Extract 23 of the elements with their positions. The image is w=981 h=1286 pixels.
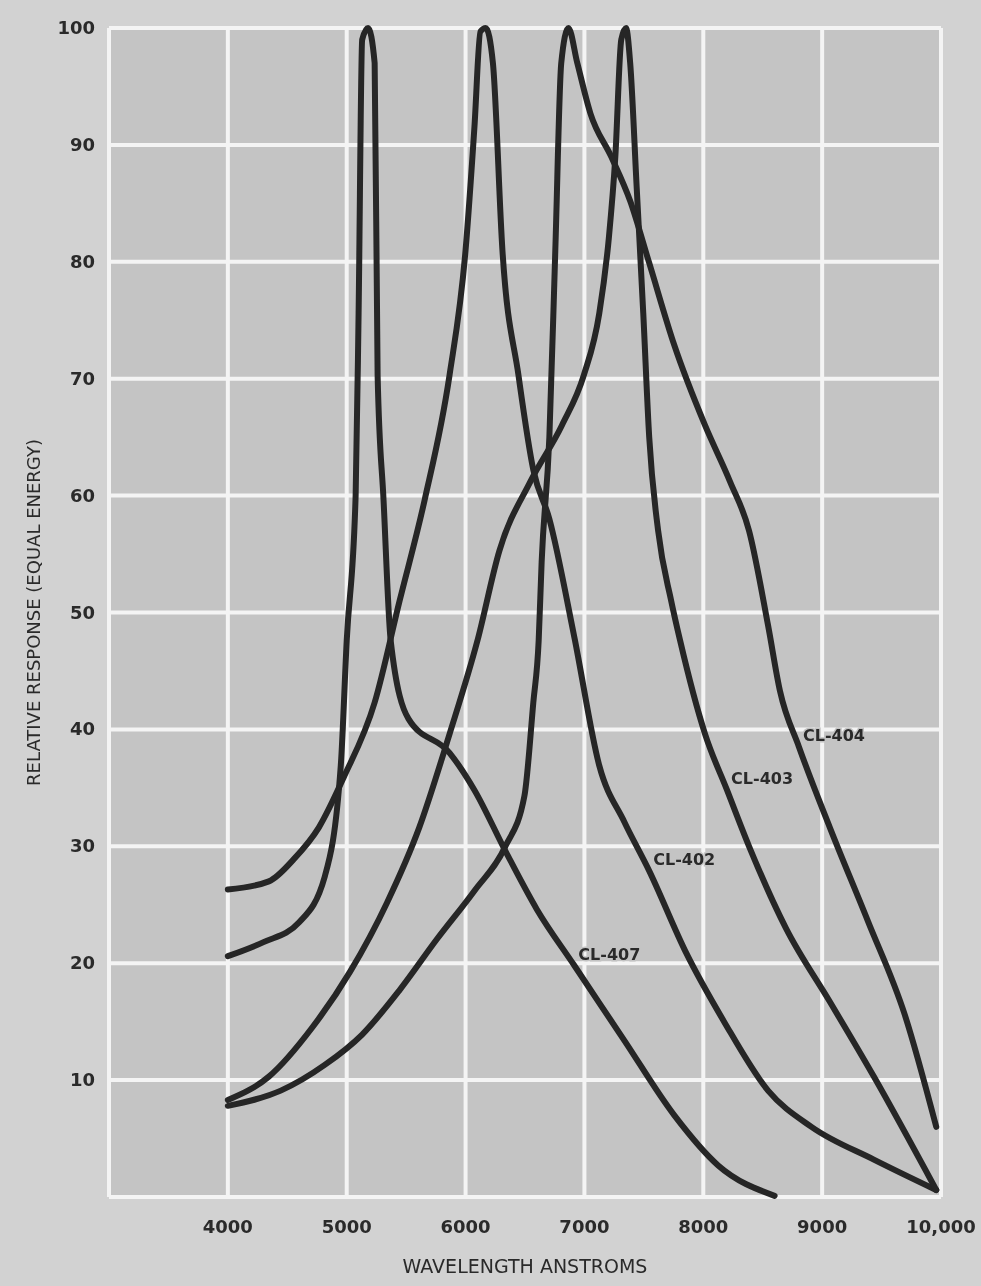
annotation: CL-404 — [802, 725, 865, 745]
y-tick-label: 90 — [69, 133, 95, 155]
y-tick-label: 30 — [69, 835, 95, 857]
x-tick-label: 4000 — [202, 1216, 253, 1237]
annotation: CL-402 — [653, 849, 716, 869]
x-axis-title: WAVELENGTH ANSTROMS — [402, 1255, 648, 1277]
y-tick-label: 70 — [69, 367, 95, 389]
annotation: CL-407 — [578, 944, 641, 964]
x-tick-label: 8000 — [678, 1216, 729, 1237]
x-tick-label: 6000 — [440, 1216, 491, 1237]
x-tick-label: 5000 — [321, 1216, 372, 1237]
y-tick-label: 20 — [69, 952, 95, 974]
x-tick-label: 9000 — [797, 1216, 848, 1237]
x-tick-label: 7000 — [559, 1216, 610, 1237]
y-tick-label: 60 — [69, 484, 95, 506]
y-axis-title: RELATIVE RESPONSE (EQUAL ENERGY) — [23, 439, 44, 786]
x-tick-label: 10,000 — [906, 1216, 976, 1237]
y-tick-label: 50 — [69, 601, 95, 623]
y-tick-label: 80 — [69, 250, 95, 272]
y-tick-label: 40 — [69, 718, 95, 740]
annotation: CL-403 — [731, 769, 794, 789]
y-tick-label: 10 — [69, 1069, 95, 1091]
y-tick-label: 100 — [57, 17, 95, 38]
